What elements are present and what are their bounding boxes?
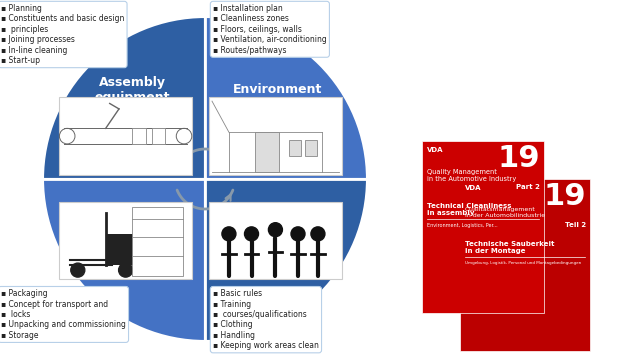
FancyBboxPatch shape: [132, 207, 183, 275]
Circle shape: [311, 227, 325, 241]
FancyBboxPatch shape: [255, 131, 279, 172]
Wedge shape: [205, 179, 367, 341]
Text: Qualitätsmanagement
in der Automobilindustrie: Qualitätsmanagement in der Automobilindu…: [465, 207, 545, 218]
FancyBboxPatch shape: [59, 97, 192, 175]
Circle shape: [118, 263, 133, 277]
Wedge shape: [205, 17, 367, 179]
Text: ▪ Packaging
▪ Concept for transport and
▪  locks
▪ Unpacking and commissioning
▪: ▪ Packaging ▪ Concept for transport and …: [1, 289, 126, 340]
Text: Environment: Environment: [233, 83, 322, 96]
Text: ▪ Planning
▪ Constituents and basic design
▪  principles
▪ Joining processes
▪ I: ▪ Planning ▪ Constituents and basic desi…: [1, 4, 125, 65]
Text: Part 2: Part 2: [516, 184, 540, 190]
FancyBboxPatch shape: [460, 179, 590, 351]
Text: Umgebung, Logistik, Personal und Montagebedingungen: Umgebung, Logistik, Personal und Montage…: [465, 261, 582, 265]
Text: 19: 19: [543, 182, 586, 211]
Text: Quality Management
in the Automotive Industry: Quality Management in the Automotive Ind…: [427, 169, 516, 182]
Text: Technical Cleanliness
in assembly: Technical Cleanliness in assembly: [427, 203, 511, 216]
Text: 19: 19: [498, 144, 540, 173]
Circle shape: [222, 227, 236, 241]
FancyBboxPatch shape: [422, 141, 544, 313]
Text: Staff: Staff: [260, 253, 295, 266]
Text: Assembly
equipment: Assembly equipment: [95, 76, 170, 104]
Text: Teil 2: Teil 2: [565, 222, 586, 228]
FancyBboxPatch shape: [209, 202, 342, 279]
Circle shape: [291, 227, 305, 241]
Text: ▪ Basic rules
▪ Training
▪  courses/qualifications
▪ Clothing
▪ Handling
▪ Keepi: ▪ Basic rules ▪ Training ▪ courses/quali…: [213, 289, 319, 350]
Text: VDA: VDA: [465, 185, 481, 191]
Text: Technische Sauberkeit
in der Montage: Technische Sauberkeit in der Montage: [465, 241, 555, 254]
Wedge shape: [43, 17, 205, 179]
Text: VDA: VDA: [427, 147, 443, 153]
FancyBboxPatch shape: [289, 140, 300, 156]
Text: Logistics: Logistics: [101, 253, 163, 266]
FancyBboxPatch shape: [59, 202, 192, 279]
Wedge shape: [43, 179, 205, 341]
Circle shape: [245, 227, 259, 241]
FancyBboxPatch shape: [305, 140, 317, 156]
FancyBboxPatch shape: [132, 129, 146, 144]
Circle shape: [71, 263, 85, 277]
Text: ▪ Installation plan
▪ Cleanliness zones
▪ Floors, ceilings, walls
▪ Ventilation,: ▪ Installation plan ▪ Cleanliness zones …: [213, 4, 327, 55]
FancyBboxPatch shape: [152, 129, 165, 144]
FancyBboxPatch shape: [106, 234, 139, 265]
Circle shape: [269, 223, 282, 237]
FancyBboxPatch shape: [209, 97, 342, 175]
Text: Environment, Logistics, Per...: Environment, Logistics, Per...: [427, 223, 498, 228]
